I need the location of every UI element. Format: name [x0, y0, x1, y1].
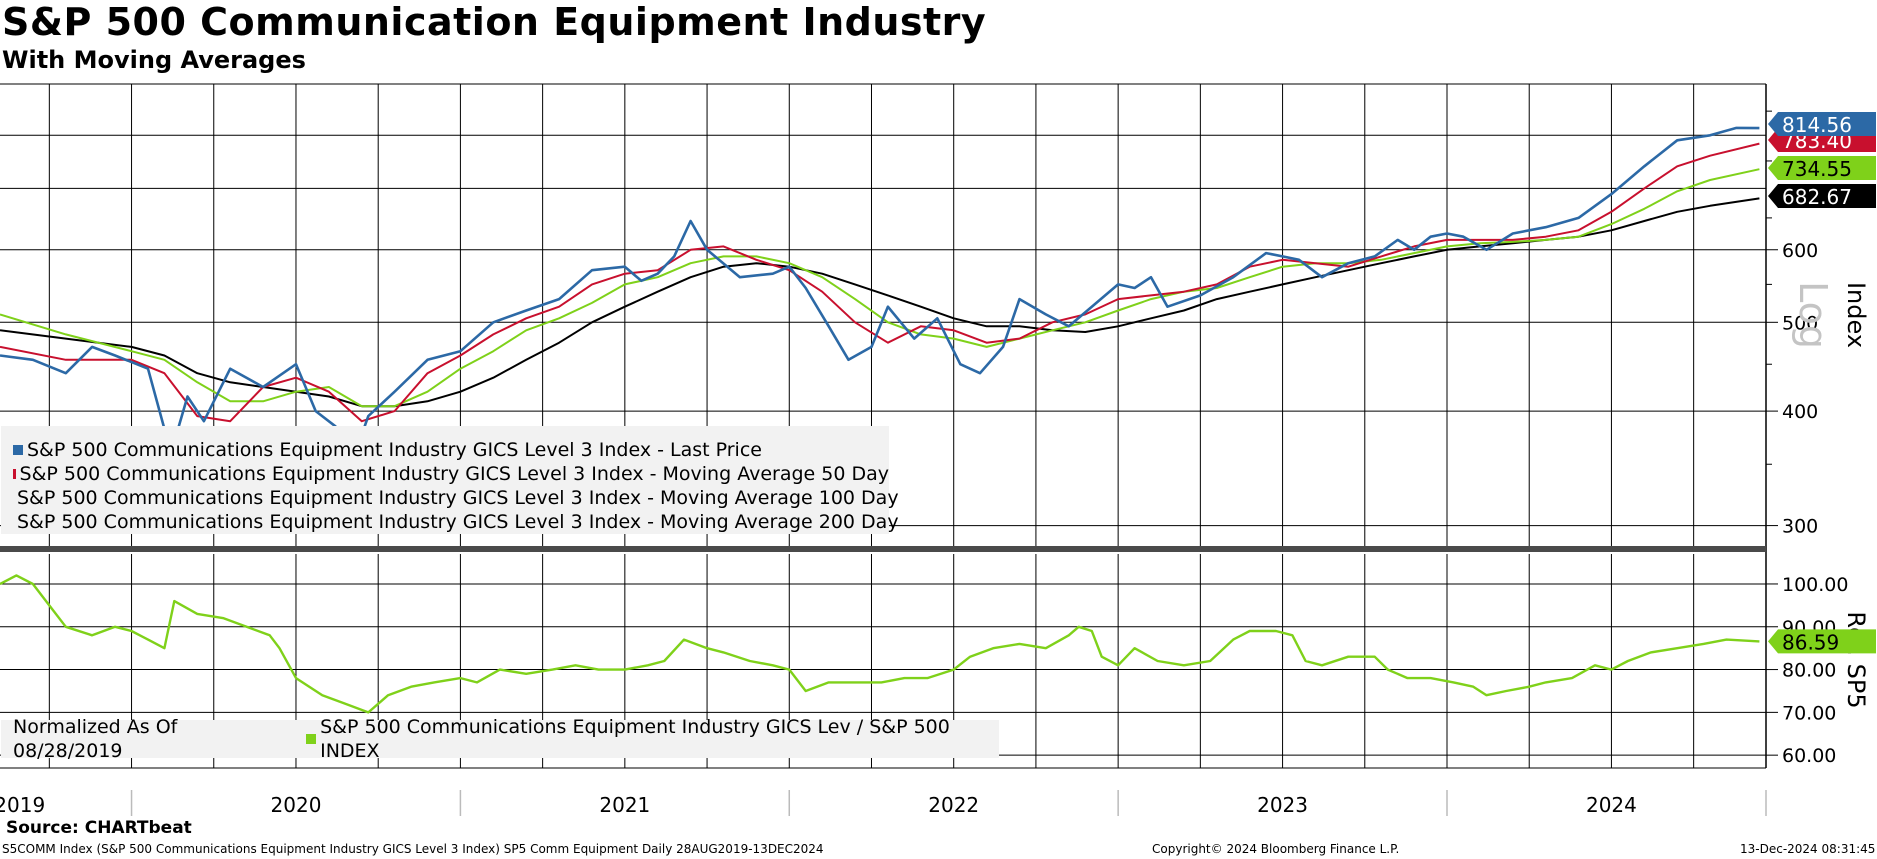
value-label-series-ma200: 682.67 [1768, 184, 1876, 209]
legend-label: S&P 500 Communications Equipment Industr… [320, 716, 950, 762]
main-series [0, 126, 1760, 455]
value-label-series-last-price: 814.56 [1768, 112, 1876, 137]
legend-label: S&P 500 Communications Equipment Industr… [17, 487, 899, 509]
y-tick-label: 500 [1782, 312, 1818, 334]
y-tick-label: 80.00 [1782, 660, 1836, 682]
series-ma200 [0, 197, 1760, 408]
value-label-series-ma100: 734.55 [1768, 156, 1876, 181]
legend-item-last-price: S&P 500 Communications Equipment Industr… [13, 438, 889, 462]
y-tick-label: 100.00 [1782, 574, 1848, 596]
y-tick-label: 60.00 [1782, 745, 1836, 767]
legend-swatch [13, 469, 16, 479]
value-label-box [1768, 112, 1876, 136]
chart-subtitle: With Moving Averages [2, 46, 306, 74]
y-axis-title: Rel. SP5 [1842, 611, 1870, 708]
legend-item-ma50: S&P 500 Communications Equipment Industr… [13, 462, 889, 486]
series-ma100 [0, 168, 1760, 408]
legend-label: S&P 500 Communications Equipment Industr… [27, 439, 762, 461]
value-label-box [1768, 184, 1876, 208]
x-tick-label: 2020 [271, 793, 322, 817]
footer-timestamp: 13-Dec-2024 08:31:45 [1740, 842, 1876, 856]
y-tick-label: 400 [1782, 401, 1818, 423]
legend-label: S&P 500 Communications Equipment Industr… [17, 511, 899, 533]
relative-series [0, 574, 1760, 714]
legend-label: S&P 500 Communications Equipment Industr… [19, 463, 889, 485]
y-tick-label: 70.00 [1782, 702, 1836, 724]
footer-description: S5COMM Index (S&P 500 Communications Equ… [2, 842, 824, 856]
normalized-label: Normalized As Of 08/28/2019 [13, 716, 178, 762]
value-label-text: 86.59 [1782, 630, 1839, 654]
series-ma50 [0, 142, 1760, 423]
x-tick-label: 2024 [1586, 793, 1637, 817]
source-label: Source: CHARTbeat [6, 818, 192, 838]
value-label-text: 682.67 [1782, 185, 1852, 209]
y-axis-title: Index [1842, 282, 1870, 348]
legend-relative: Normalized As Of 08/28/2019 S&P 500 Comm… [1, 716, 999, 762]
scale-label: Log [1791, 281, 1835, 349]
footer-copyright: Copyright© 2024 Bloomberg Finance L.P. [1152, 842, 1400, 856]
legend-main: S&P 500 Communications Equipment Industr… [1, 426, 899, 534]
value-label-box [1768, 156, 1876, 180]
legend-swatch [13, 445, 23, 455]
series-last-price [0, 126, 1760, 455]
series-relative [0, 574, 1760, 714]
y-tick-label: 300 [1782, 516, 1818, 538]
chart-title: S&P 500 Communication Equipment Industry [2, 0, 987, 44]
value-label-text: 734.55 [1782, 157, 1852, 181]
panel-divider [0, 546, 1766, 552]
value-label-box [1768, 629, 1876, 654]
legend-item-ma200: S&P 500 Communications Equipment Industr… [13, 510, 899, 534]
axes: 30040050060060.0070.0080.0090.00100.00In… [0, 83, 1870, 817]
legend-swatch [306, 734, 317, 744]
x-tick-label: 2021 [599, 793, 650, 817]
value-label-relative: 86.59 [1768, 629, 1876, 654]
x-tick-label: 2023 [1257, 793, 1308, 817]
y-tick-label: 600 [1782, 240, 1818, 262]
x-tick-label: 2019 [0, 793, 45, 817]
value-label-text: 814.56 [1782, 113, 1852, 137]
x-tick-label: 2022 [928, 793, 979, 817]
legend-item-ma100: S&P 500 Communications Equipment Industr… [13, 486, 899, 510]
